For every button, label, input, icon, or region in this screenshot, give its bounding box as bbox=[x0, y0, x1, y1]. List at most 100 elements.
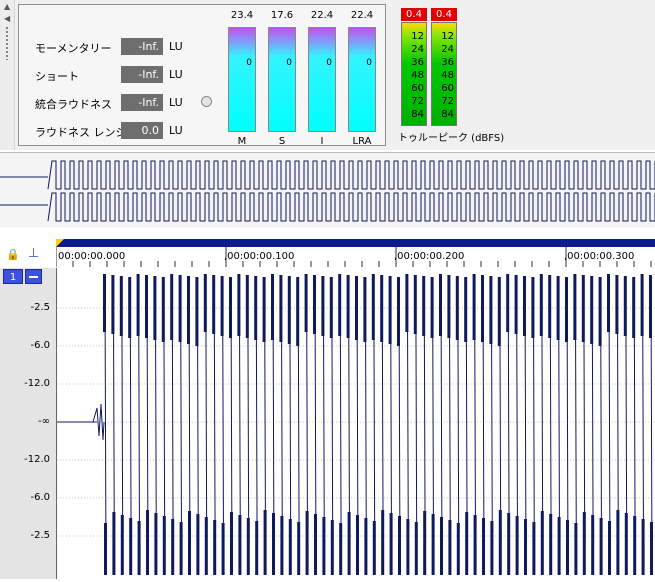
waveform-peak-top bbox=[632, 277, 636, 338]
waveform-crossing bbox=[432, 287, 435, 569]
waveform-crossing bbox=[104, 287, 107, 569]
peak-tick: 72 bbox=[411, 96, 424, 107]
meter-m-bar: 0 bbox=[228, 27, 256, 132]
waveform-crossing bbox=[264, 287, 267, 569]
waveform-crossing bbox=[129, 287, 132, 569]
peak-tick: 48 bbox=[441, 70, 454, 81]
peak-tick: 84 bbox=[411, 109, 424, 120]
peak-tick: 24 bbox=[441, 44, 454, 55]
waveform-crossing bbox=[406, 287, 409, 569]
waveform-peak-top bbox=[615, 275, 619, 334]
drag-handle-icon[interactable] bbox=[5, 26, 9, 60]
waveform-peak-top bbox=[363, 277, 367, 342]
db-label: -2.5 bbox=[30, 302, 50, 313]
overview-trace bbox=[47, 192, 655, 222]
db-scale-column: -2.5 -6.0 -12.0 -∞ -12.0 -6.0 -2.5 bbox=[0, 268, 57, 579]
waveform-crossing bbox=[465, 287, 468, 569]
momentary-value: -Inf. bbox=[121, 38, 163, 55]
playhead-marker-icon[interactable] bbox=[56, 239, 66, 247]
time-label: ,00:00:00.300 bbox=[564, 251, 635, 262]
peak-tick: 24 bbox=[411, 44, 424, 55]
waveform-crossing bbox=[440, 287, 443, 569]
waveform-crossing bbox=[196, 287, 199, 569]
waveform-peak-top bbox=[649, 275, 652, 338]
waveform-peak-top bbox=[388, 276, 392, 344]
channel-number-button[interactable]: 1 bbox=[3, 269, 23, 284]
waveform-crossing bbox=[322, 287, 325, 569]
waveform-peak-top bbox=[464, 277, 468, 342]
loudness-range-label: ラウドネス レンジ bbox=[35, 126, 127, 139]
waveform-crossing bbox=[423, 287, 426, 569]
waveform-crossing bbox=[415, 287, 418, 569]
overview-channel-1 bbox=[47, 160, 655, 190]
waveform-peak-top bbox=[262, 277, 266, 342]
waveform-peak-top bbox=[640, 274, 644, 336]
db-label: -2.5 bbox=[30, 530, 50, 541]
waveform-peak-top bbox=[296, 277, 300, 346]
waveform-crossing bbox=[591, 287, 594, 569]
lock-icon[interactable]: 🔒 bbox=[6, 248, 20, 261]
waveform-crossing bbox=[348, 287, 351, 569]
true-peak-right-bar: 12 24 36 48 60 72 84 bbox=[431, 22, 457, 126]
waveform-peak-top bbox=[212, 275, 216, 334]
waveform-peak-top bbox=[430, 277, 434, 338]
waveform-peak-top bbox=[455, 276, 459, 340]
waveform-crossing bbox=[146, 287, 149, 569]
waveform-peak-top bbox=[539, 274, 543, 336]
waveform-peak-top bbox=[178, 275, 182, 342]
waveform-overview[interactable] bbox=[0, 152, 655, 227]
waveform-crossing bbox=[331, 287, 334, 569]
waveform-crossing bbox=[642, 287, 645, 569]
waveform-peak-top bbox=[128, 277, 132, 338]
waveform-peak-top bbox=[447, 275, 451, 338]
peak-tick: 72 bbox=[441, 96, 454, 107]
waveform-crossing bbox=[138, 287, 141, 569]
loudness-range-value: 0.0 bbox=[121, 122, 163, 139]
waveform-peak-top bbox=[279, 275, 283, 342]
waveform-crossing bbox=[549, 287, 552, 569]
waveform-crossing bbox=[381, 287, 384, 569]
peak-tick: 60 bbox=[411, 83, 424, 94]
waveform-peak-top bbox=[271, 274, 274, 340]
waveform-view[interactable] bbox=[56, 268, 655, 579]
waveform-crossing bbox=[448, 287, 451, 569]
meter-s-top: 17.6 bbox=[270, 10, 294, 21]
waveform-crossing bbox=[625, 287, 628, 569]
waveform-crossing bbox=[154, 287, 157, 569]
waveform-peak-top bbox=[103, 274, 106, 332]
waveform-crossing bbox=[390, 287, 393, 569]
waveform-crossing bbox=[188, 287, 191, 569]
waveform-crossing bbox=[583, 287, 586, 569]
waveform-peak-top bbox=[514, 275, 518, 334]
reset-integrated-button[interactable] bbox=[201, 96, 212, 107]
peak-tick: 36 bbox=[441, 57, 454, 68]
waveform-crossing bbox=[516, 287, 519, 569]
waveform-peak-top bbox=[380, 275, 384, 342]
waveform-onset bbox=[92, 403, 105, 441]
waveform-crossing bbox=[339, 287, 342, 569]
peak-tick: 12 bbox=[441, 31, 454, 42]
waveform-peak-top bbox=[338, 274, 342, 336]
meter-i-bar: 0 bbox=[308, 27, 336, 132]
loudness-readouts: モーメンタリー -Inf. LU ショート -Inf. LU 統合ラウドネス -… bbox=[18, 4, 386, 147]
waveform-peak-top bbox=[145, 275, 148, 338]
snap-icon[interactable]: ⊥ bbox=[28, 246, 40, 261]
momentary-unit: LU bbox=[169, 40, 183, 53]
db-label: -6.0 bbox=[30, 340, 50, 351]
timeline-selection-bar[interactable] bbox=[56, 239, 655, 247]
db-label: -12.0 bbox=[24, 378, 50, 389]
meter-i-zero: 0 bbox=[326, 58, 332, 68]
meter-m-top: 23.4 bbox=[230, 10, 254, 21]
waveform-peak-top bbox=[119, 276, 123, 336]
waveform-peak-top bbox=[195, 277, 199, 346]
collapse-arrow-icon[interactable]: ◀ bbox=[4, 14, 11, 23]
panel-grip[interactable]: ▲ ◀ bbox=[0, 0, 15, 150]
channel-collapse-button[interactable] bbox=[25, 269, 42, 284]
waveform-peak-top bbox=[203, 274, 207, 332]
waveform-crossing bbox=[600, 287, 603, 569]
meter-s-label: S bbox=[278, 136, 286, 147]
time-ruler[interactable]: 00:00:00.000 ,00:00:00.100 ,00:00:00.200… bbox=[56, 247, 655, 267]
waveform-crossing bbox=[650, 287, 653, 569]
expand-arrow-icon[interactable]: ▲ bbox=[4, 2, 11, 11]
waveform-peak-top bbox=[523, 276, 526, 336]
